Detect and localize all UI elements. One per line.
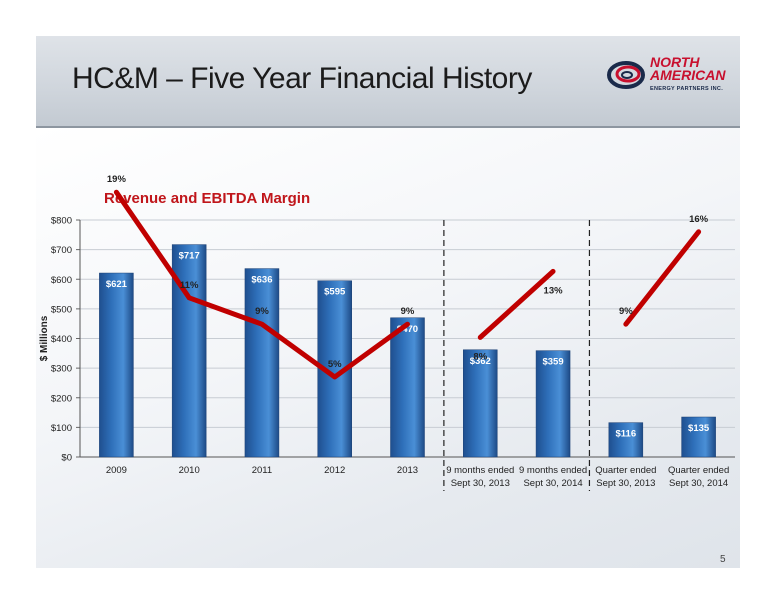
x-category-label: Sept 30, 2013 [596, 478, 655, 489]
x-category-label: Sept 30, 2013 [451, 478, 510, 489]
content-background [36, 128, 740, 568]
x-category-label: Sept 30, 2014 [669, 478, 728, 489]
x-category-label: 2009 [106, 465, 127, 476]
page-number: 5 [720, 554, 726, 565]
y-tick-label: $800 [51, 216, 72, 227]
ebitda-margin-line [113, 189, 410, 380]
x-category-label: 9 months ended [446, 465, 514, 476]
x-category-label: Sept 30, 2014 [523, 478, 582, 489]
logo-line3: ENERGY PARTNERS INC. [650, 86, 724, 92]
y-tick-label: $0 [61, 453, 72, 464]
y-tick-label: $100 [51, 423, 72, 434]
y-tick-label: $500 [51, 304, 72, 315]
x-category-label: 2012 [324, 465, 345, 476]
revenue-bar [99, 272, 134, 458]
y-axis-label: $ Millions [39, 315, 50, 361]
revenue-bar-label: $362 [470, 356, 491, 367]
ebitda-margin-label: 9% [619, 306, 633, 317]
ebitda-margin-label: 9% [401, 306, 415, 317]
revenue-bar [244, 268, 280, 458]
ebitda-margin-label: 11% [180, 280, 199, 291]
ebitda-margin-line [623, 229, 702, 327]
y-tick-label: $400 [51, 334, 72, 345]
revenue-bar-label: $116 [616, 429, 637, 440]
logo-line2: AMERICAN [650, 67, 726, 83]
y-tick-label: $700 [51, 245, 72, 256]
ebitda-margin-label: 8% [473, 351, 487, 362]
revenue-bar-label: $135 [688, 423, 710, 434]
revenue-bar-label: $470 [397, 324, 418, 335]
x-category-label: Quarter ended [668, 465, 729, 476]
revenue-bar [608, 422, 644, 458]
revenue-bar-label: $595 [324, 287, 346, 298]
revenue-bar [681, 416, 716, 458]
ebitda-margin-label: 9% [255, 306, 269, 317]
logo-line1: NORTH [650, 54, 700, 70]
ebitda-margin-label: 19% [107, 174, 127, 185]
ebitda-margin-label: 16% [689, 214, 709, 225]
x-category-label: 2010 [179, 465, 200, 476]
logo-text: NORTH AMERICAN ENERGY PARTNERS INC. [650, 54, 726, 96]
ebitda-margin-line [477, 268, 556, 340]
ebitda-margin-label: 13% [544, 285, 564, 296]
chart-title: Revenue and EBITDA Margin [104, 190, 311, 207]
revenue-bar-label: $636 [251, 275, 272, 286]
revenue-bar [390, 317, 425, 458]
revenue-bar-label: $717 [179, 251, 200, 262]
x-category-label: Quarter ended [595, 465, 656, 476]
revenue-bar-label: $621 [106, 279, 128, 290]
y-tick-label: $300 [51, 364, 72, 375]
revenue-bar [463, 349, 498, 458]
x-category-label: 2011 [252, 465, 272, 476]
swirl-logo-icon [607, 61, 645, 89]
page-title: HC&M – Five Year Financial History [72, 62, 532, 95]
ebitda-margin-label: 5% [328, 359, 342, 370]
x-category-label: 2013 [397, 465, 418, 476]
company-logo: NORTH AMERICAN ENERGY PARTNERS INC. [606, 54, 736, 98]
revenue-bar [535, 350, 571, 458]
revenue-bar-label: $359 [542, 357, 563, 368]
y-tick-label: $200 [51, 393, 72, 404]
y-tick-label: $600 [51, 275, 72, 286]
x-category-label: 9 months ended [519, 465, 587, 476]
header-divider [36, 126, 740, 128]
